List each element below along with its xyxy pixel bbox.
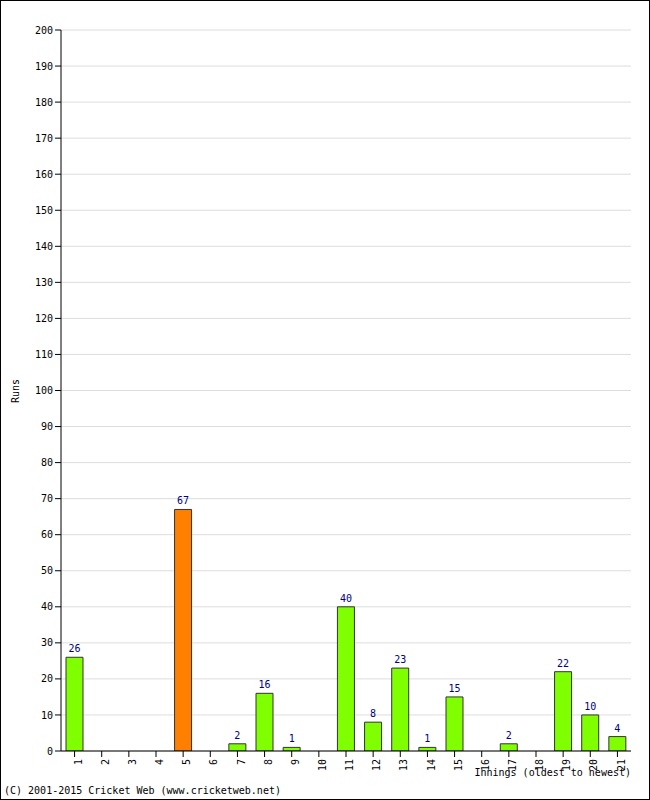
svg-text:4: 4 xyxy=(154,759,165,765)
svg-text:6: 6 xyxy=(208,759,219,765)
svg-text:9: 9 xyxy=(290,759,301,765)
svg-text:26: 26 xyxy=(68,643,80,654)
svg-text:90: 90 xyxy=(41,421,53,432)
svg-text:120: 120 xyxy=(35,313,53,324)
svg-text:4: 4 xyxy=(614,723,620,734)
svg-text:7: 7 xyxy=(236,759,247,765)
svg-text:13: 13 xyxy=(398,759,409,771)
svg-text:190: 190 xyxy=(35,61,53,72)
svg-text:10: 10 xyxy=(584,701,596,712)
svg-text:130: 130 xyxy=(35,277,53,288)
svg-text:140: 140 xyxy=(35,241,53,252)
svg-text:67: 67 xyxy=(177,495,189,506)
svg-text:1: 1 xyxy=(289,733,295,744)
svg-text:2: 2 xyxy=(506,730,512,741)
svg-text:2: 2 xyxy=(100,759,111,765)
svg-text:1: 1 xyxy=(424,733,430,744)
svg-text:110: 110 xyxy=(35,349,53,360)
svg-text:2: 2 xyxy=(234,730,240,741)
svg-text:50: 50 xyxy=(41,565,53,576)
svg-text:160: 160 xyxy=(35,169,53,180)
svg-text:10: 10 xyxy=(317,759,328,771)
svg-text:40: 40 xyxy=(340,593,352,604)
svg-text:30: 30 xyxy=(41,637,53,648)
svg-text:170: 170 xyxy=(35,133,53,144)
svg-text:180: 180 xyxy=(35,97,53,108)
svg-text:11: 11 xyxy=(344,759,355,771)
svg-text:10: 10 xyxy=(41,710,53,721)
svg-text:20: 20 xyxy=(41,673,53,684)
svg-text:8: 8 xyxy=(263,759,274,765)
svg-text:3: 3 xyxy=(127,759,138,765)
svg-text:40: 40 xyxy=(41,601,53,612)
svg-text:12: 12 xyxy=(371,759,382,771)
svg-text:80: 80 xyxy=(41,457,53,468)
svg-text:23: 23 xyxy=(394,654,406,665)
svg-text:14: 14 xyxy=(426,759,437,771)
svg-text:16: 16 xyxy=(258,679,270,690)
svg-text:100: 100 xyxy=(35,385,53,396)
svg-text:1: 1 xyxy=(73,759,84,765)
svg-text:70: 70 xyxy=(41,493,53,504)
svg-text:150: 150 xyxy=(35,205,53,216)
svg-text:8: 8 xyxy=(370,708,376,719)
svg-text:5: 5 xyxy=(181,759,192,765)
svg-text:22: 22 xyxy=(557,658,569,669)
svg-text:15: 15 xyxy=(448,683,460,694)
svg-text:15: 15 xyxy=(453,759,464,771)
svg-text:200: 200 xyxy=(35,25,53,36)
svg-text:0: 0 xyxy=(47,746,53,757)
svg-text:60: 60 xyxy=(41,529,53,540)
